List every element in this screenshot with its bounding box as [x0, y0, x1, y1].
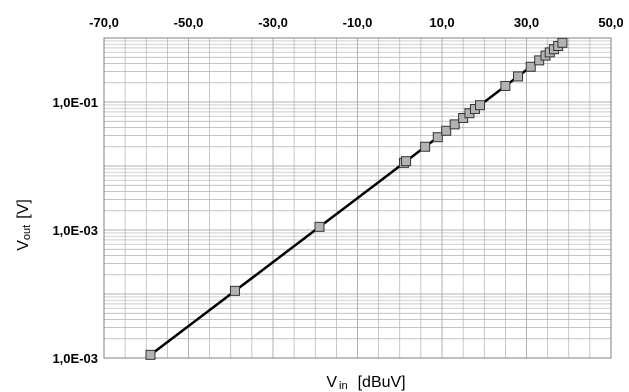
x-tick-label: 50,0	[598, 15, 623, 30]
x-tick-label: -10,0	[343, 15, 373, 30]
data-point-marker	[315, 222, 324, 231]
data-point-marker	[402, 157, 411, 166]
data-point-marker	[514, 72, 523, 81]
x-tick-label: -70,0	[89, 15, 119, 30]
y-tick-label: 1,0E-01	[52, 95, 98, 110]
data-point-marker	[421, 142, 430, 151]
x-axis-title-sub: in	[339, 380, 348, 392]
x-tick-label: -30,0	[258, 15, 288, 30]
x-tick-label: 10,0	[429, 15, 454, 30]
y-axis-title-unit: [V]	[15, 199, 32, 219]
x-axis-title-unit: [dBuV]	[358, 374, 406, 391]
x-tick-label: -50,0	[174, 15, 204, 30]
data-point-marker	[433, 133, 442, 142]
data-point-marker	[526, 62, 535, 71]
x-tick-label: 30,0	[514, 15, 539, 30]
y-axis-title-sub: out	[21, 225, 33, 240]
y-axis-title: Vout [V]	[15, 199, 33, 251]
data-point-marker	[146, 350, 155, 359]
data-point-marker	[230, 286, 239, 295]
data-point-marker	[558, 38, 567, 47]
x-axis-title-main: V	[326, 374, 337, 391]
data-point-marker	[450, 120, 459, 129]
y-tick-label: 1,0E-03	[52, 351, 98, 366]
data-point-marker	[501, 81, 510, 90]
y-tick-label: 1,0E-03	[52, 223, 98, 238]
data-point-marker	[442, 126, 451, 135]
y-axis-title-main: V	[15, 240, 32, 251]
data-point-marker	[476, 101, 485, 110]
